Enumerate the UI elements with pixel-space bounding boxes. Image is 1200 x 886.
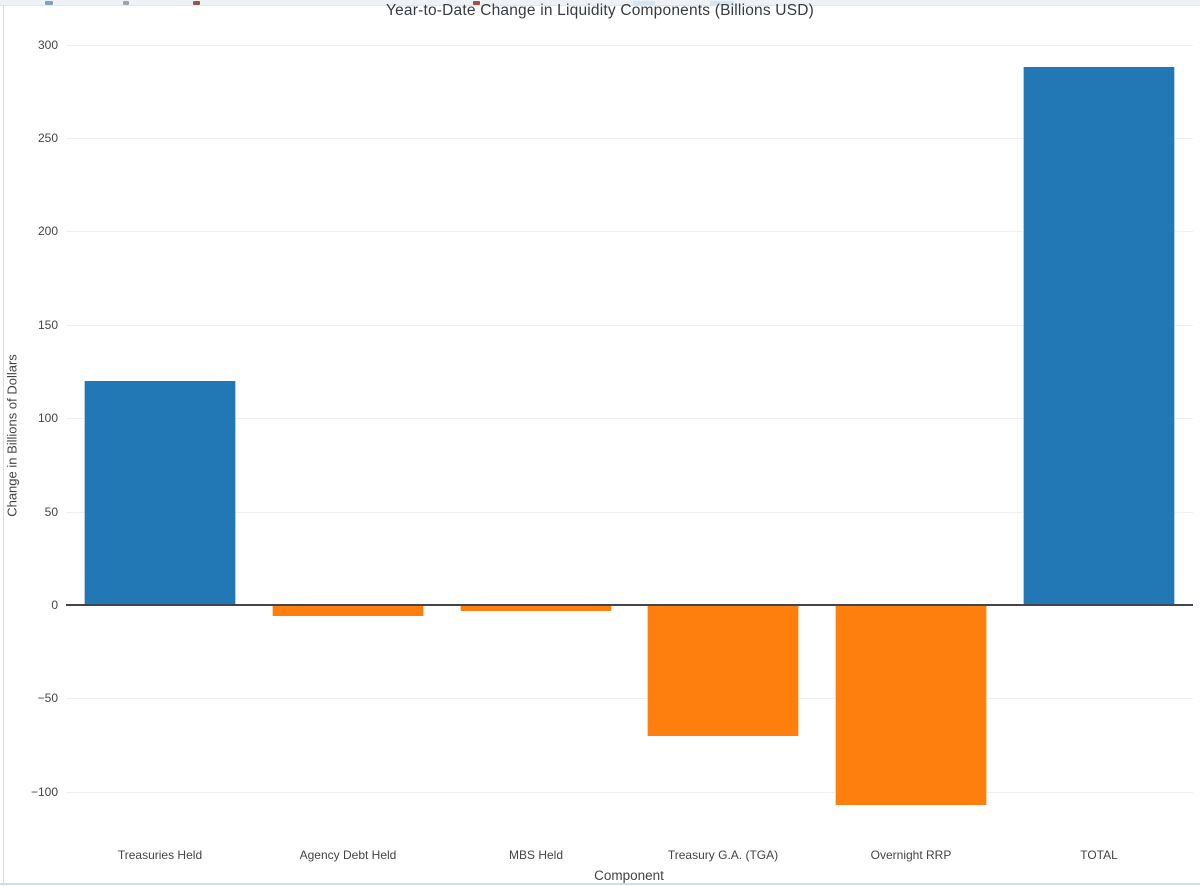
toolbar-button-fragment-icon[interactable] [123, 1, 129, 5]
y-tick-label: 200 [37, 224, 58, 238]
bar-treasury-g-a-tga [647, 605, 799, 736]
x-tick-label: Treasuries Held [117, 848, 203, 862]
bar-total [1023, 67, 1175, 605]
y-gridline [66, 792, 1193, 793]
x-tick-label: MBS Held [508, 848, 564, 862]
y-gridline [66, 418, 1193, 419]
y-tick-label: 250 [37, 131, 58, 145]
chart-title: Year-to-Date Change in Liquidity Compone… [385, 2, 814, 19]
bar-overnight-rrp [835, 605, 987, 805]
y-tick-label: 0 [51, 598, 58, 612]
y-tick-label: −100 [30, 785, 58, 799]
toolbar-button-fragment-icon[interactable] [633, 1, 655, 5]
cutoff-browser-toolbar [0, 0, 1200, 6]
y-gridline [66, 512, 1193, 513]
bar-treasuries-held [84, 381, 236, 605]
zero-axis-line [66, 604, 1193, 606]
y-tick-label: 150 [37, 318, 58, 332]
y-gridline [66, 698, 1193, 699]
x-tick-label: Agency Debt Held [299, 848, 397, 862]
x-axis-title: Component [594, 868, 664, 883]
y-tick-label: −50 [37, 691, 58, 705]
page-left-border [3, 5, 4, 886]
y-gridline [66, 45, 1193, 46]
toolbar-button-fragment-icon[interactable] [710, 1, 734, 5]
x-tick-label: Treasury G.A. (TGA) [667, 848, 779, 862]
bar-agency-debt-held [272, 605, 424, 616]
y-tick-label: 100 [37, 411, 58, 425]
toolbar-button-fragment-icon[interactable] [193, 1, 200, 5]
x-tick-label: Overnight RRP [870, 848, 952, 862]
y-gridline [66, 325, 1193, 326]
toolbar-button-fragment-icon[interactable] [473, 1, 480, 5]
y-gridline [66, 138, 1193, 139]
page-bottom-edge [0, 883, 1200, 885]
x-tick-label: TOTAL [1080, 848, 1118, 862]
y-gridline [66, 231, 1193, 232]
y-tick-label: 300 [37, 38, 58, 52]
y-tick-label: 50 [44, 505, 58, 519]
toolbar-button-fragment-icon[interactable] [45, 1, 53, 5]
bar-mbs-held [460, 605, 612, 611]
